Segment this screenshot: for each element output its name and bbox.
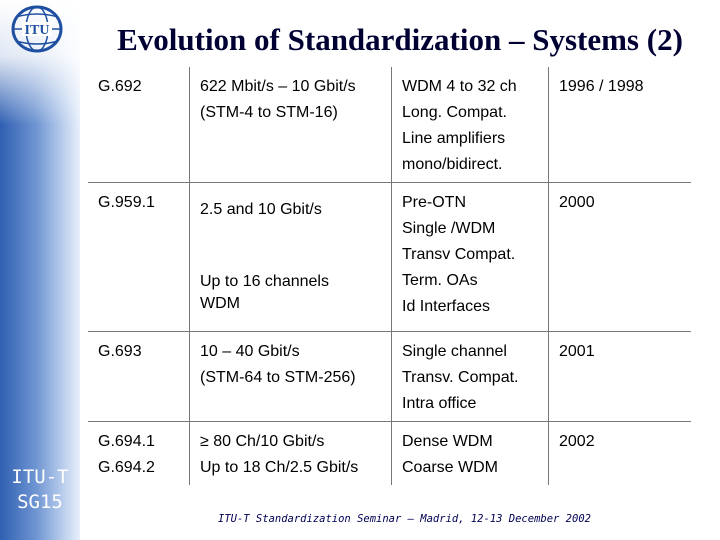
cell-line: 10 – 40 Gbit/s xyxy=(200,343,300,360)
table-row: G.959.1 2.5 and 10 Gbit/s Up to 16 chann… xyxy=(88,182,691,332)
cell-line: WDM 4 to 32 ch xyxy=(402,78,517,95)
cell-line: Single /WDM xyxy=(402,220,496,237)
cell-line: Transv Compat. xyxy=(402,246,516,263)
cell-line: G.692 xyxy=(98,78,142,95)
cell-line: Pre-OTN xyxy=(402,194,466,211)
cell-line: G.693 xyxy=(98,343,142,360)
rate-cell: 622 Mbit/s – 10 Gbit/s (STM-4 to STM-16) xyxy=(189,67,392,183)
slide-title: Evolution of Standardization – Systems (… xyxy=(117,22,683,57)
cell-line: ≥ 80 Ch/10 Gbit/s xyxy=(200,433,325,450)
features-cell: Single channel Transv. Compat. Intra off… xyxy=(391,331,549,422)
standards-table: G.692 622 Mbit/s – 10 Gbit/s (STM-4 to S… xyxy=(88,67,691,485)
year-cell: 2001 xyxy=(548,331,691,422)
cell-line: Transv. Compat. xyxy=(402,369,519,386)
cell-line: 2000 xyxy=(559,194,595,211)
recommendation-cell: G.694.1 G.694.2 xyxy=(88,422,190,486)
features-cell: Pre-OTN Single /WDM Transv Compat. Term.… xyxy=(391,182,549,332)
cell-line: mono/bidirect. xyxy=(402,156,503,173)
cell-line: Id Interfaces xyxy=(402,298,491,315)
side-label: ITU-T SG15 xyxy=(0,465,80,515)
features-cell: WDM 4 to 32 ch Long. Compat. Line amplif… xyxy=(391,67,549,183)
rate-cell: 2.5 and 10 Gbit/s Up to 16 channels WDM xyxy=(189,182,392,332)
cell-line: Coarse WDM xyxy=(402,459,499,476)
cell-line: Long. Compat. xyxy=(402,104,507,121)
cell-line: Line amplifiers xyxy=(402,130,506,147)
features-cell: Dense WDM Coarse WDM xyxy=(391,421,549,485)
cell-line: 2.5 and 10 Gbit/s xyxy=(200,201,322,218)
table-row: G.693 10 – 40 Gbit/s (STM-64 to STM-256)… xyxy=(88,331,691,422)
side-label-line: SG15 xyxy=(17,491,63,513)
rate-cell: 10 – 40 Gbit/s (STM-64 to STM-256) xyxy=(189,331,392,422)
cell-line: Up to 18 Ch/2.5 Gbit/s xyxy=(200,459,359,476)
cell-line: G.959.1 xyxy=(98,194,155,211)
cell-line: Up to 16 channels xyxy=(200,273,329,290)
cell-line: Intra office xyxy=(402,395,477,412)
recommendation-cell: G.959.1 xyxy=(88,182,190,332)
year-cell: 2000 xyxy=(548,182,691,332)
year-cell: 2002 xyxy=(548,421,691,485)
itu-logo-icon: ITU xyxy=(11,5,63,53)
recommendation-cell: G.692 xyxy=(88,67,190,183)
cell-line: G.694.2 xyxy=(98,459,155,476)
cell-line: Term. OAs xyxy=(402,272,478,289)
cell-line: WDM xyxy=(200,295,240,312)
cell-line: (STM-64 to STM-256) xyxy=(200,369,356,386)
cell-line: Single channel xyxy=(402,343,507,360)
rate-cell: ≥ 80 Ch/10 Gbit/s Up to 18 Ch/2.5 Gbit/s xyxy=(189,421,392,485)
cell-line: 622 Mbit/s – 10 Gbit/s xyxy=(200,78,356,95)
cell-line: G.694.1 xyxy=(98,433,155,450)
cell-line: (STM-4 to STM-16) xyxy=(200,104,338,121)
cell-line: Dense WDM xyxy=(402,433,493,450)
logo-text: ITU xyxy=(25,23,50,38)
cell-line: 2001 xyxy=(559,343,595,360)
side-label-line: ITU-T xyxy=(11,466,69,488)
side-band xyxy=(0,0,80,540)
table-row: G.692 622 Mbit/s – 10 Gbit/s (STM-4 to S… xyxy=(88,67,691,183)
recommendation-cell: G.693 xyxy=(88,331,190,422)
table-row: G.694.1 G.694.2 ≥ 80 Ch/10 Gbit/s Up to … xyxy=(88,421,691,486)
year-cell: 1996 / 1998 xyxy=(548,67,691,183)
cell-line: 1996 / 1998 xyxy=(559,78,644,95)
cell-line: 2002 xyxy=(559,433,595,450)
slide-footer: ITU-T Standardization Seminar – Madrid, … xyxy=(218,513,591,525)
